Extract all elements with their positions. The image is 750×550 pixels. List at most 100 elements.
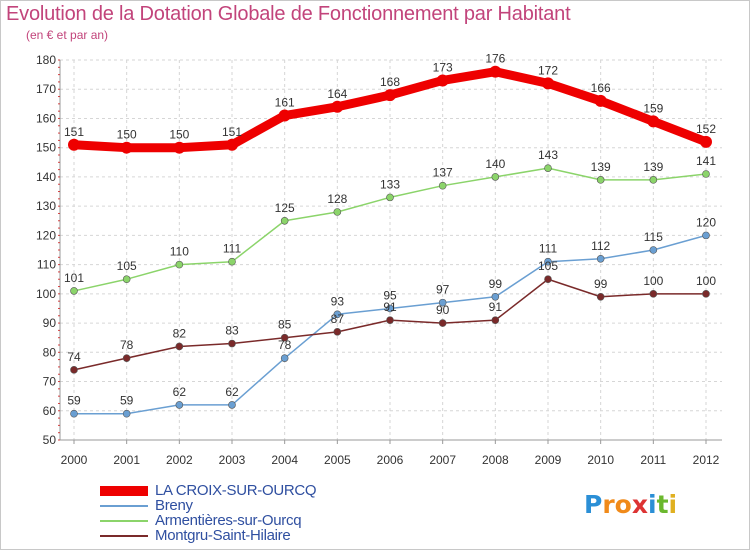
data-point-0: [647, 115, 660, 128]
chart-subtitle: (en € et par an): [26, 28, 109, 42]
data-label-3: 85: [278, 318, 292, 332]
data-label-0: 176: [485, 52, 505, 66]
data-point-1: [491, 292, 500, 301]
data-point-2: [544, 164, 552, 172]
data-point-0: [700, 135, 712, 148]
data-label-3: 105: [538, 259, 558, 273]
proxiti-logo: Proxiti: [584, 490, 677, 519]
data-label-3: 91: [383, 300, 397, 314]
data-point-0: [542, 77, 554, 90]
data-point-1: [228, 401, 236, 409]
data-point-1: [70, 409, 78, 418]
data-label-0: 151: [222, 125, 242, 139]
x-tick-label: 2006: [377, 453, 404, 467]
y-tick-label: 150: [36, 141, 56, 155]
y-tick-label: 170: [36, 82, 56, 96]
data-label-2: 139: [591, 160, 611, 174]
data-point-0: [226, 138, 238, 151]
data-label-3: 91: [489, 300, 503, 314]
data-label-1: 99: [489, 277, 503, 291]
data-point-1: [649, 246, 658, 254]
legend-label-croix: LA CROIX-SUR-OURCQ: [155, 482, 317, 499]
data-label-2: 125: [275, 201, 295, 215]
data-label-2: 128: [327, 192, 347, 206]
data-point-2: [70, 287, 78, 295]
data-label-2: 137: [433, 166, 453, 180]
logo-letter: o: [614, 490, 632, 519]
data-label-3: 100: [696, 274, 716, 288]
data-point-2: [386, 193, 394, 202]
data-label-0: 168: [380, 75, 400, 89]
data-label-0: 150: [117, 128, 137, 142]
data-point-0: [120, 141, 133, 154]
data-label-1: 115: [644, 230, 663, 244]
data-label-3: 99: [594, 277, 608, 291]
data-point-1: [333, 310, 342, 319]
data-label-1: 78: [278, 338, 292, 352]
data-point-3: [122, 354, 131, 362]
data-point-0: [68, 138, 80, 151]
data-point-3: [596, 292, 605, 301]
data-label-2: 110: [170, 245, 189, 259]
data-label-2: 111: [223, 242, 242, 256]
data-point-0: [594, 94, 607, 107]
data-label-2: 133: [380, 177, 400, 191]
x-tick-label: 2009: [535, 453, 562, 467]
y-tick-label: 120: [36, 228, 56, 242]
y-tick-label: 70: [43, 375, 57, 389]
y-tick-label: 100: [36, 287, 56, 301]
x-tick-label: 2007: [429, 453, 456, 467]
data-point-0: [278, 109, 291, 122]
data-label-3: 87: [331, 312, 345, 326]
data-label-0: 152: [696, 122, 716, 136]
data-label-1: 59: [67, 394, 81, 408]
data-label-1: 111: [539, 242, 558, 256]
legend-swatch-croix: [100, 486, 148, 496]
data-label-1: 93: [331, 294, 345, 308]
data-point-2: [228, 257, 236, 266]
data-label-0: 150: [169, 128, 189, 142]
data-point-2: [438, 181, 447, 190]
data-label-2: 140: [485, 157, 505, 171]
data-point-2: [280, 216, 289, 225]
data-label-2: 139: [643, 160, 663, 174]
legend-label-montgru: Montgru-Saint-Hilaire: [155, 527, 291, 544]
x-tick-label: 2005: [324, 453, 351, 467]
x-tick-label: 2012: [693, 453, 720, 467]
data-point-1: [702, 231, 710, 240]
data-label-1: 62: [225, 385, 239, 399]
data-point-3: [280, 333, 289, 342]
x-tick-label: 2004: [271, 453, 298, 467]
logo-letter: P: [584, 490, 603, 519]
data-label-2: 105: [117, 259, 137, 273]
data-label-2: 143: [538, 148, 558, 162]
data-point-2: [702, 170, 710, 178]
data-point-2: [333, 208, 342, 216]
x-tick-label: 2002: [166, 453, 193, 467]
data-point-3: [491, 316, 500, 324]
data-point-0: [331, 100, 344, 113]
data-point-2: [175, 260, 184, 269]
legend-swatch-armentieres: [100, 520, 148, 522]
data-label-2: 141: [696, 154, 716, 168]
x-tick-label: 2010: [587, 453, 614, 467]
x-tick-label: 2011: [640, 453, 666, 467]
y-tick-label: 160: [36, 111, 56, 125]
data-label-1: 59: [120, 394, 134, 408]
data-label-0: 161: [275, 96, 295, 110]
logo-letter: t: [656, 490, 669, 519]
data-label-0: 172: [538, 63, 558, 77]
data-label-1: 62: [173, 385, 187, 399]
logo-letter: r: [602, 490, 615, 519]
x-tick-label: 2008: [482, 453, 509, 467]
data-label-3: 82: [173, 326, 187, 340]
data-point-2: [122, 275, 131, 284]
legend-label-armentieres: Armentières-sur-Ourcq: [155, 512, 302, 529]
x-tick-label: 2003: [219, 453, 246, 467]
y-tick-label: 60: [43, 404, 57, 418]
logo-letter: x: [631, 490, 648, 519]
logo-letter: i: [648, 490, 657, 519]
data-label-0: 159: [643, 101, 663, 115]
chart-title: Evolution de la Dotation Globale de Fonc…: [6, 3, 571, 25]
